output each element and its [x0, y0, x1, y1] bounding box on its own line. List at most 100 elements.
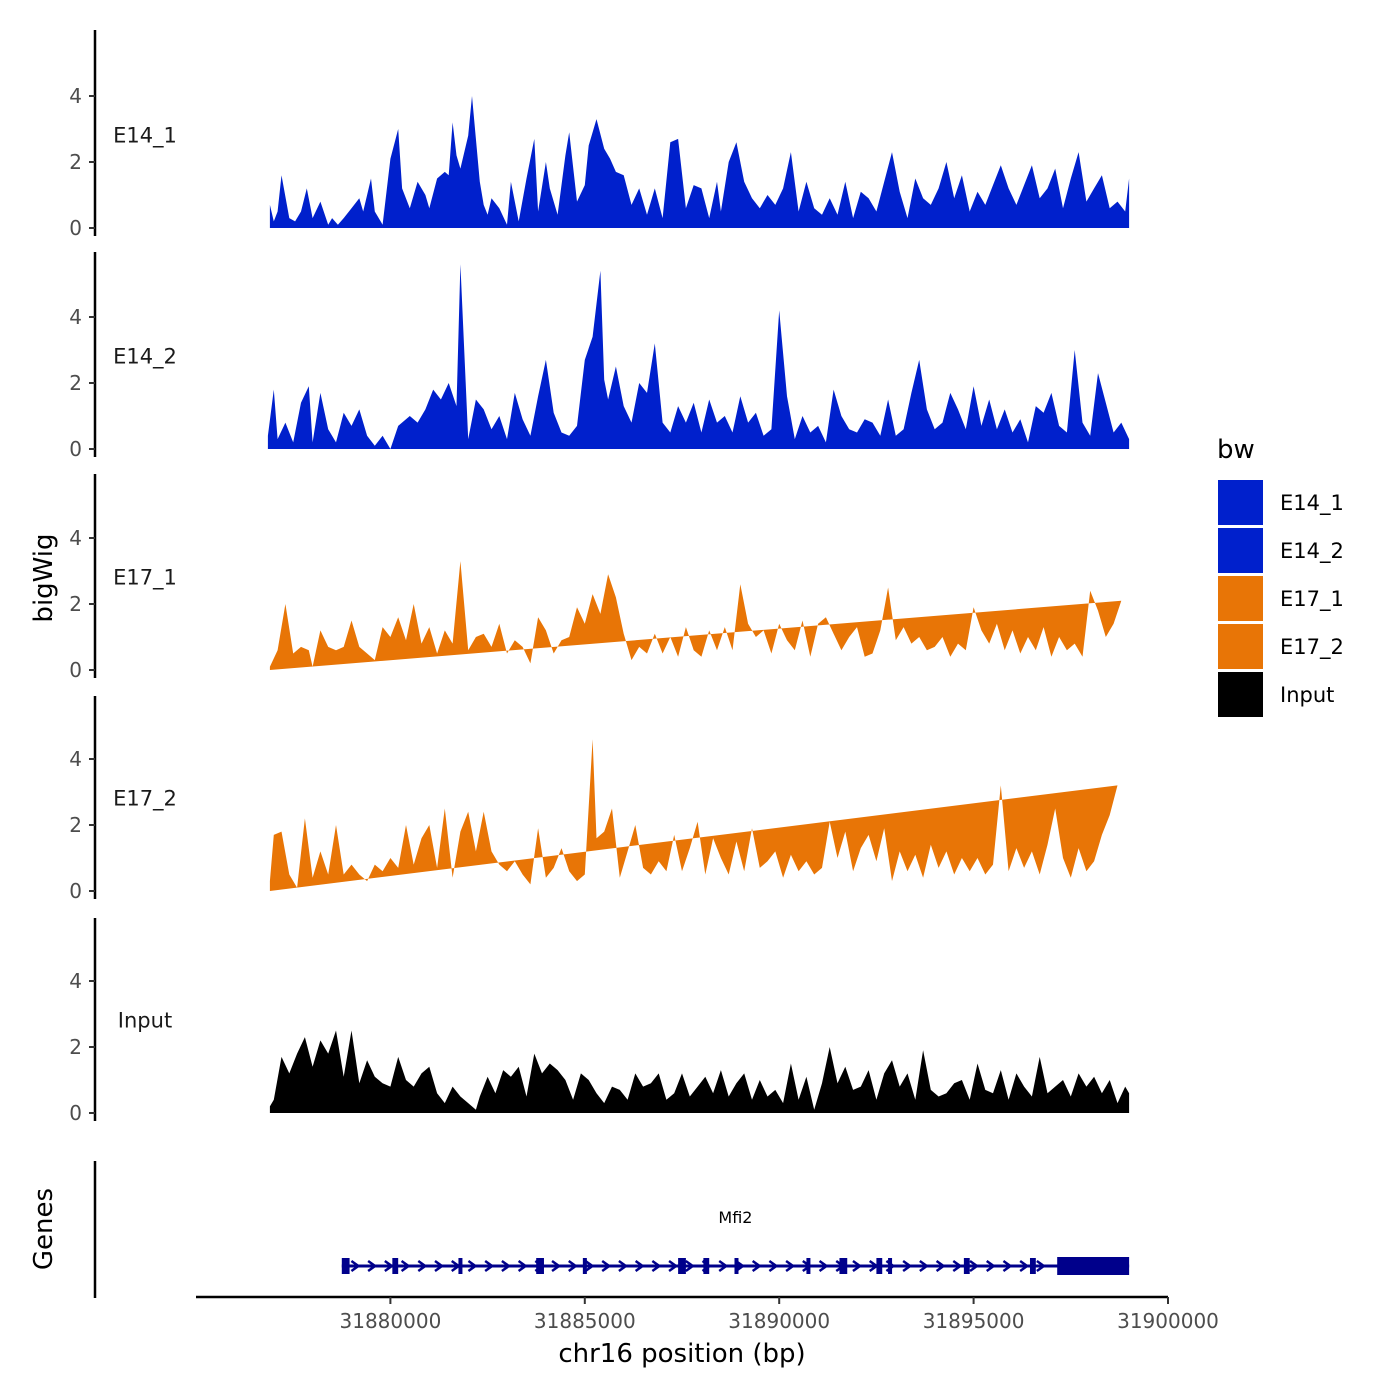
strand-arrow-icon — [902, 1259, 913, 1273]
gene-exon — [703, 1258, 710, 1274]
gene-exon — [536, 1258, 544, 1274]
track-label: E17_2 — [113, 787, 177, 812]
tracks-layer: 0 2 4 E14_1 0 2 4 E14_2 0 2 4 E17_1 0 2 4 E17_2 0 2 4 Input — [69, 30, 1130, 1125]
strand-arrow-icon — [501, 1259, 512, 1273]
y-tick-label: 4 — [69, 526, 82, 550]
gene-exon — [806, 1258, 811, 1274]
strand-arrow-icon — [651, 1259, 662, 1273]
strand-arrows — [350, 1259, 1047, 1273]
gene-exon — [1029, 1258, 1036, 1274]
y-tick-label: 2 — [69, 150, 82, 174]
genes-panel: Genes Mfi2 — [29, 1161, 1130, 1298]
strand-arrow-icon — [601, 1259, 612, 1273]
x-tick-label: 31895000 — [923, 1309, 1025, 1333]
track-label: E17_1 — [113, 566, 177, 591]
legend-item: E14_1 — [1218, 480, 1344, 525]
legend-swatch — [1218, 576, 1263, 621]
x-axis-title: chr16 position (bp) — [558, 1339, 805, 1369]
legend-item: E17_1 — [1218, 576, 1344, 621]
legend-title: bw — [1217, 435, 1255, 465]
strand-arrow-icon — [1019, 1259, 1030, 1273]
track-e17-2: 0 2 4 E17_2 — [69, 696, 1118, 903]
gene-exon — [582, 1258, 587, 1274]
strand-arrow-icon — [668, 1259, 679, 1273]
legend-swatch — [1218, 480, 1263, 525]
strand-arrow-icon — [618, 1259, 629, 1273]
strand-arrow-icon — [935, 1259, 946, 1273]
strand-arrow-icon — [751, 1259, 762, 1273]
gene-exon — [876, 1258, 883, 1274]
strand-arrow-icon — [417, 1259, 428, 1273]
legend-item: Input — [1218, 672, 1334, 717]
track-e14-1: 0 2 4 E14_1 — [69, 30, 1130, 240]
strand-arrow-icon — [634, 1259, 645, 1273]
track-e14-2: 0 2 4 E14_2 — [69, 252, 1130, 461]
gene-exon — [1057, 1257, 1130, 1275]
legend-swatch — [1218, 624, 1263, 669]
gene-name-label: Mfi2 — [718, 1208, 752, 1227]
strand-arrow-icon — [367, 1259, 378, 1273]
strand-arrow-icon — [785, 1259, 796, 1273]
strand-arrow-icon — [434, 1259, 445, 1273]
legend: bw E14_1 E14_2 E17_1 E17_2 Input — [1217, 435, 1344, 717]
legend-label: E14_2 — [1280, 539, 1344, 564]
strand-arrow-icon — [718, 1259, 729, 1273]
strand-arrow-icon — [818, 1259, 829, 1273]
strand-arrow-icon — [350, 1259, 361, 1273]
legend-item: E17_2 — [1218, 624, 1344, 669]
track-area — [269, 96, 1130, 228]
x-tick-label: 31885000 — [534, 1309, 636, 1333]
x-axis: 31880000 31885000 31890000 31895000 31900000 — [196, 1295, 1219, 1333]
x-tick-label: 31890000 — [728, 1309, 830, 1333]
gene-exon — [678, 1258, 686, 1274]
strand-arrow-icon — [551, 1259, 562, 1273]
x-tick-label: 31880000 — [340, 1309, 442, 1333]
x-tick-label: 31900000 — [1117, 1309, 1219, 1333]
y-axis-title: bigWig — [29, 533, 59, 622]
strand-arrow-icon — [384, 1259, 394, 1273]
y-tick-label: 4 — [69, 969, 82, 993]
y-tick-label: 4 — [69, 84, 82, 108]
track-label: E14_2 — [113, 345, 177, 370]
y-tick-label: 2 — [69, 371, 82, 395]
gene-exon — [963, 1258, 970, 1274]
track-e17-1: 0 2 4 E17_1 — [69, 474, 1122, 682]
strand-arrow-icon — [852, 1259, 863, 1273]
strand-arrow-icon — [952, 1259, 963, 1273]
strand-arrow-icon — [685, 1259, 695, 1273]
strand-arrow-icon — [985, 1259, 996, 1273]
strand-arrow-icon — [1002, 1259, 1013, 1273]
y-tick-label: 0 — [69, 1101, 82, 1125]
track-area — [269, 739, 1118, 891]
y-tick-label: 4 — [69, 305, 82, 329]
y-tick-label: 4 — [69, 747, 82, 771]
strand-arrow-icon — [484, 1259, 495, 1273]
track-label: Input — [118, 1009, 172, 1033]
track-input: 0 2 4 Input — [69, 918, 1130, 1125]
track-label: E14_1 — [113, 124, 177, 149]
strand-arrow-icon — [969, 1259, 980, 1273]
strand-arrow-icon — [768, 1259, 779, 1273]
track-area — [269, 561, 1122, 670]
y-tick-label: 0 — [69, 437, 82, 461]
strand-arrow-icon — [1036, 1259, 1047, 1273]
y-tick-label: 2 — [69, 813, 82, 837]
legend-swatch — [1218, 528, 1263, 573]
legend-label: E14_1 — [1280, 491, 1344, 516]
strand-arrow-icon — [568, 1259, 578, 1273]
gene-exon — [888, 1258, 893, 1274]
gene-exon — [458, 1258, 463, 1274]
y-tick-label: 0 — [69, 658, 82, 682]
y-tick-label: 2 — [69, 1035, 82, 1059]
y-tick-label: 2 — [69, 592, 82, 616]
track-area — [269, 1030, 1130, 1113]
track-area — [267, 264, 1130, 449]
legend-item: E14_2 — [1218, 528, 1344, 573]
strand-arrow-icon — [400, 1259, 411, 1273]
strand-arrow-icon — [584, 1259, 595, 1273]
legend-label: E17_1 — [1280, 587, 1344, 612]
strand-arrow-icon — [467, 1259, 478, 1273]
legend-label: E17_2 — [1280, 635, 1344, 660]
strand-arrow-icon — [919, 1259, 929, 1273]
